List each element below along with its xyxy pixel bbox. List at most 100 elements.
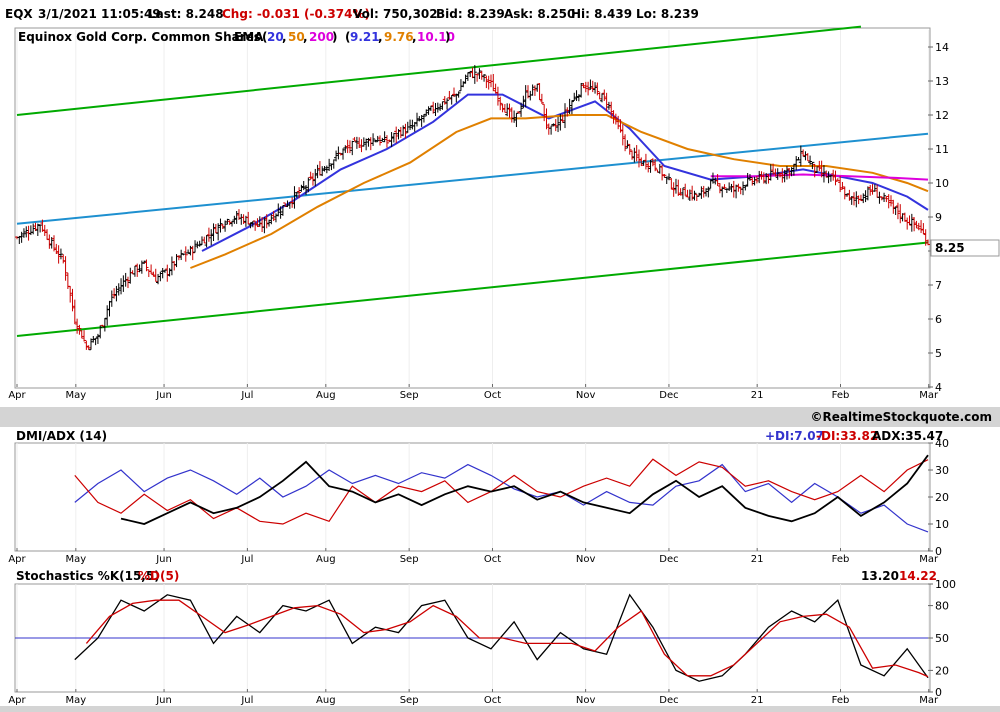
ohlc-bar bbox=[445, 98, 450, 110]
x-tick-label: Aug bbox=[316, 390, 336, 401]
ohlc-bar bbox=[280, 204, 285, 216]
ohlc-bar bbox=[347, 140, 352, 154]
x-tick-label: Mar bbox=[919, 695, 939, 706]
ohlc-bar bbox=[812, 163, 817, 178]
ohlc-bar bbox=[98, 325, 103, 339]
ohlc-bar bbox=[109, 290, 114, 307]
ohlc-bar bbox=[747, 174, 752, 181]
ema-val-close-paren: ) bbox=[445, 30, 450, 44]
ohlc-bar bbox=[597, 92, 602, 100]
ohlc-bar bbox=[553, 119, 558, 132]
ohlc-bar bbox=[697, 192, 702, 197]
ohlc-bar bbox=[521, 95, 526, 109]
ohlc-bar bbox=[731, 180, 736, 198]
ohlc-bar bbox=[350, 140, 355, 156]
ohlc-bar bbox=[650, 158, 655, 167]
ema-val-sep-2: , bbox=[412, 30, 417, 44]
ohlc-bar bbox=[923, 229, 928, 246]
ohlc-bar bbox=[567, 98, 572, 115]
ohlc-bar bbox=[680, 187, 685, 200]
ohlc-bar bbox=[523, 85, 528, 108]
ohlc-bar bbox=[186, 249, 191, 254]
ohlc-bar bbox=[58, 248, 63, 260]
ohlc-bar bbox=[840, 181, 845, 190]
ohlc-bar bbox=[482, 73, 487, 82]
ohlc-bar bbox=[926, 239, 930, 246]
ohlc-bar bbox=[630, 150, 635, 160]
ema-close-paren: ) bbox=[332, 30, 337, 44]
ohlc-bar bbox=[678, 188, 683, 196]
ema200-period: 200 bbox=[309, 30, 334, 44]
ohlc-bar bbox=[114, 285, 119, 302]
ohlc-bar bbox=[495, 86, 500, 106]
trendline bbox=[16, 132, 929, 225]
ohlc-bar bbox=[787, 168, 792, 179]
ohlc-bar bbox=[158, 271, 163, 282]
ohlc-bar bbox=[310, 172, 315, 186]
ohlc-bar bbox=[197, 240, 202, 247]
ohlc-bar bbox=[537, 83, 542, 101]
ohlc-bar bbox=[428, 105, 433, 111]
ohlc-bar bbox=[176, 255, 181, 261]
ohlc-bar bbox=[56, 245, 61, 264]
ohlc-bar bbox=[179, 249, 184, 261]
x-tick-label: Oct bbox=[484, 695, 501, 706]
ohlc-bar bbox=[95, 333, 100, 344]
ohlc-bar bbox=[715, 174, 720, 187]
last-price-tag-label: 8.25 bbox=[935, 241, 965, 255]
stoch-series-line bbox=[74, 593, 929, 682]
ohlc-bar bbox=[833, 170, 838, 186]
ohlc-bar bbox=[308, 171, 313, 180]
last-price-label: Last: 8.248 bbox=[148, 7, 224, 21]
ask-label: Ask: 8.250 bbox=[504, 7, 575, 21]
ema200-value: 10.10 bbox=[417, 30, 455, 44]
ohlc-bar bbox=[838, 175, 843, 193]
ohlc-bar bbox=[801, 149, 806, 157]
bottom-band bbox=[0, 706, 1000, 712]
x-tick-label: Mar bbox=[919, 554, 939, 565]
ohlc-bar bbox=[586, 81, 591, 96]
datetime-label: 3/1/2021 11:05:49 bbox=[38, 7, 161, 21]
ohlc-bar bbox=[181, 253, 186, 256]
ohlc-bar bbox=[209, 229, 214, 246]
ohlc-bar bbox=[223, 220, 228, 232]
stoch-series-line bbox=[85, 599, 929, 678]
ohlc-bar bbox=[671, 182, 676, 197]
stoch-d-value: 14.22 bbox=[899, 569, 937, 583]
ohlc-bar bbox=[234, 211, 239, 224]
ohlc-bar bbox=[394, 126, 399, 144]
ohlc-bar bbox=[512, 110, 517, 123]
ohlc-bar bbox=[304, 185, 309, 196]
ohlc-bar bbox=[611, 110, 616, 124]
ema-open-paren: ( bbox=[262, 30, 267, 44]
ohlc-bar bbox=[849, 196, 854, 205]
ema20-period: 20 bbox=[267, 30, 284, 44]
ohlc-bar bbox=[216, 223, 221, 241]
ohlc-bar bbox=[299, 184, 304, 192]
ohlc-bar bbox=[741, 181, 746, 196]
ema-label: EMA bbox=[234, 30, 264, 44]
ohlc-bar bbox=[301, 180, 306, 191]
ohlc-bar bbox=[452, 87, 457, 98]
ohlc-bar bbox=[701, 185, 706, 198]
ohlc-bar bbox=[558, 114, 563, 131]
ohlc-bar bbox=[396, 129, 401, 140]
ohlc-bar bbox=[278, 206, 283, 219]
y-tick-label: 20 bbox=[935, 664, 949, 677]
ohlc-bar bbox=[100, 324, 105, 327]
ohlc-bar bbox=[532, 85, 537, 96]
ohlc-bar bbox=[690, 185, 695, 201]
ohlc-bar bbox=[322, 166, 327, 172]
ohlc-bar bbox=[569, 100, 574, 115]
ohlc-bar bbox=[403, 123, 408, 139]
ohlc-bar bbox=[31, 223, 36, 235]
ohlc-bar bbox=[371, 133, 376, 146]
price-panel: 4567891011121314 AprMayJunJulAugSepOctNo… bbox=[8, 25, 1000, 401]
ohlc-bar bbox=[125, 276, 130, 289]
ohlc-bar bbox=[782, 169, 787, 183]
ohlc-bar bbox=[613, 113, 618, 125]
ohlc-bar bbox=[246, 211, 251, 225]
ohlc-bar bbox=[264, 214, 269, 229]
ohlc-bar bbox=[79, 330, 84, 339]
ohlc-bar bbox=[667, 173, 672, 181]
